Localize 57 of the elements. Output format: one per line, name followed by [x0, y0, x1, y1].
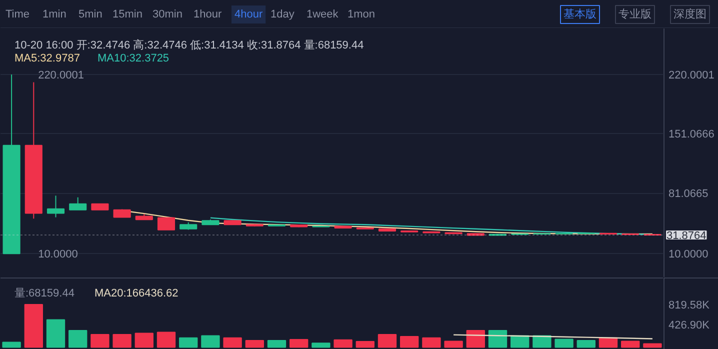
y-tick-label: 151.0666 — [668, 128, 714, 140]
bar — [444, 340, 463, 348]
bar — [112, 334, 132, 348]
bar — [245, 340, 264, 348]
text: 基本版 — [564, 8, 596, 20]
text: 30min — [152, 8, 182, 20]
text: 专业版 — [618, 8, 652, 20]
bar — [334, 339, 352, 348]
bar — [201, 335, 220, 348]
candlestick — [157, 217, 176, 230]
text: 深度图 — [674, 8, 706, 20]
candlestick — [69, 196, 87, 210]
y-tick-label: 81.0665 — [668, 188, 708, 200]
bar — [290, 339, 308, 348]
text: 5min — [78, 8, 102, 20]
y-tick-label: 426.90K — [668, 319, 710, 332]
text: MA5:32.9787 — [14, 52, 80, 64]
annotation: 10-20 16:00 开:32.4746 高:32.4746 低:31.4134 收:31.8764 量:68159.44 — [14, 38, 364, 52]
bar — [179, 337, 198, 348]
text: 4hour — [234, 8, 263, 20]
bar — [2, 342, 21, 348]
text: 1day — [270, 8, 295, 20]
text: MA10:32.3725 — [98, 52, 170, 64]
candlestick — [46, 195, 65, 218]
annotation: 量:68159.44 — [14, 288, 74, 300]
bar — [554, 338, 574, 348]
annotation: 220.0001 — [38, 70, 84, 82]
bar — [156, 332, 176, 348]
y-tick-label: 220.0001 — [668, 70, 714, 82]
bar — [378, 334, 397, 348]
bar — [422, 337, 441, 348]
bar — [24, 304, 43, 348]
bar — [400, 336, 419, 348]
text: 15min — [112, 8, 142, 20]
text: Time — [6, 8, 30, 20]
ref-line-label: 31.8764 — [666, 230, 706, 242]
bar — [356, 341, 374, 348]
text: MA20:166436.62 — [94, 288, 178, 300]
text: 1mon — [348, 8, 376, 20]
bar — [90, 334, 110, 348]
bar — [312, 342, 330, 348]
annotation: 10.0000 — [38, 248, 78, 261]
bar — [68, 330, 88, 348]
bar — [576, 340, 596, 348]
text: 1min — [42, 8, 66, 20]
text: 1week — [306, 8, 339, 20]
bar — [643, 343, 662, 348]
y-tick-label: 819.58K — [668, 299, 710, 312]
text: 1hour — [194, 8, 222, 20]
bar — [267, 340, 286, 348]
bar — [621, 340, 640, 348]
bar — [46, 319, 66, 348]
bar — [223, 337, 242, 348]
bar — [134, 332, 154, 348]
bar — [466, 330, 485, 348]
bar — [488, 330, 508, 348]
y-tick-label: 10.0000 — [668, 248, 708, 261]
